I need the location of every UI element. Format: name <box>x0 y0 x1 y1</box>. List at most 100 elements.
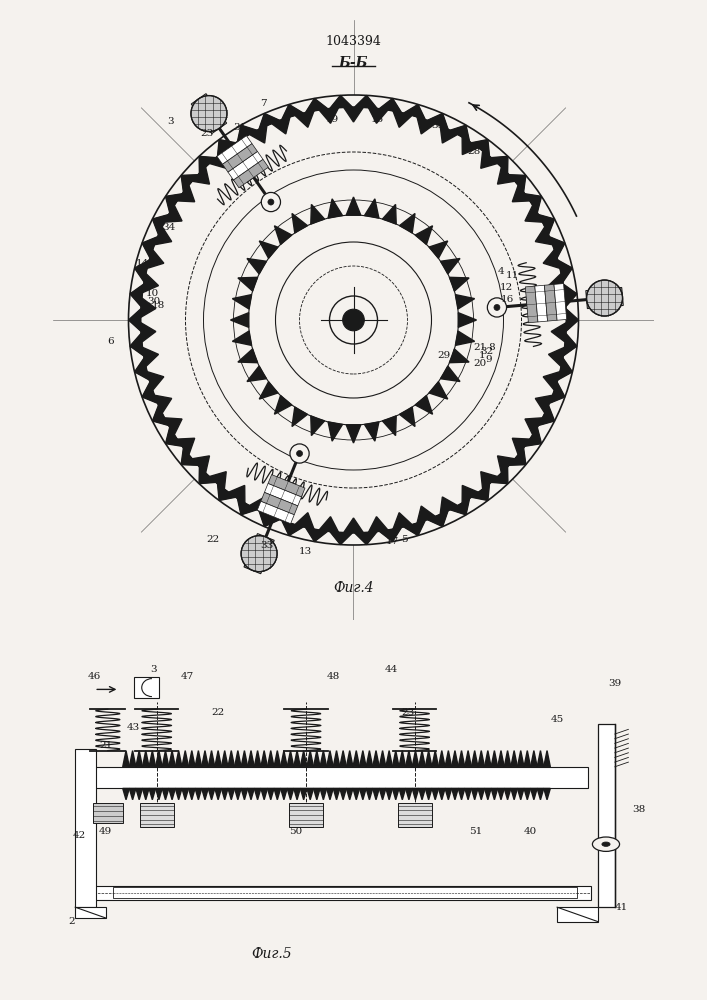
Polygon shape <box>259 113 279 129</box>
Text: 47: 47 <box>180 672 194 681</box>
Polygon shape <box>458 313 477 327</box>
Polygon shape <box>511 751 518 767</box>
Text: 23: 23 <box>401 708 414 717</box>
Polygon shape <box>380 98 402 112</box>
Polygon shape <box>360 751 366 767</box>
Polygon shape <box>93 803 123 823</box>
Polygon shape <box>228 751 235 767</box>
Text: 3: 3 <box>167 117 174 126</box>
Polygon shape <box>134 260 149 282</box>
Polygon shape <box>379 751 386 767</box>
Circle shape <box>234 153 253 172</box>
Polygon shape <box>307 751 313 767</box>
Polygon shape <box>563 334 577 356</box>
Text: 50: 50 <box>289 827 303 836</box>
Text: 44: 44 <box>384 665 397 674</box>
Circle shape <box>233 200 474 440</box>
Polygon shape <box>344 518 363 533</box>
Polygon shape <box>268 475 305 497</box>
Polygon shape <box>261 492 298 515</box>
Text: 18: 18 <box>152 300 165 310</box>
Polygon shape <box>554 284 567 320</box>
Polygon shape <box>228 151 263 180</box>
Polygon shape <box>327 751 333 767</box>
Polygon shape <box>164 205 182 222</box>
Polygon shape <box>264 483 301 506</box>
Polygon shape <box>379 788 386 800</box>
Polygon shape <box>228 485 245 503</box>
Polygon shape <box>484 788 491 800</box>
Text: Фиг.5: Фиг.5 <box>252 947 293 961</box>
Polygon shape <box>412 788 419 800</box>
Polygon shape <box>399 407 415 427</box>
Polygon shape <box>181 448 198 465</box>
Text: 43: 43 <box>127 723 139 732</box>
Polygon shape <box>504 751 511 767</box>
Polygon shape <box>169 751 175 767</box>
Polygon shape <box>292 407 308 427</box>
Text: 51: 51 <box>469 827 482 836</box>
Polygon shape <box>472 140 489 156</box>
Polygon shape <box>450 499 469 515</box>
Polygon shape <box>382 416 396 436</box>
Circle shape <box>279 495 285 501</box>
Polygon shape <box>539 215 554 234</box>
Polygon shape <box>142 382 158 403</box>
Polygon shape <box>498 167 515 184</box>
Circle shape <box>542 300 548 306</box>
Polygon shape <box>524 751 530 767</box>
Polygon shape <box>450 277 469 291</box>
Polygon shape <box>428 113 448 129</box>
Text: 16: 16 <box>501 294 514 304</box>
Polygon shape <box>586 288 624 309</box>
Circle shape <box>272 488 291 508</box>
Polygon shape <box>141 322 156 342</box>
Polygon shape <box>261 788 267 800</box>
Polygon shape <box>525 205 543 222</box>
Polygon shape <box>134 358 149 380</box>
Polygon shape <box>319 108 339 123</box>
Polygon shape <box>491 156 508 173</box>
Polygon shape <box>509 175 526 192</box>
Polygon shape <box>397 803 431 827</box>
Polygon shape <box>123 788 129 800</box>
Polygon shape <box>429 382 448 399</box>
Polygon shape <box>192 456 209 473</box>
Polygon shape <box>412 751 419 767</box>
Circle shape <box>129 95 578 545</box>
Text: 1: 1 <box>479 352 486 360</box>
Polygon shape <box>244 534 274 574</box>
Polygon shape <box>271 117 290 134</box>
Text: 10: 10 <box>146 288 159 298</box>
Polygon shape <box>346 788 353 800</box>
Polygon shape <box>305 98 327 112</box>
Polygon shape <box>238 499 257 515</box>
Polygon shape <box>233 295 252 309</box>
Polygon shape <box>368 108 388 123</box>
Polygon shape <box>177 438 194 455</box>
Text: 11: 11 <box>506 270 519 279</box>
Polygon shape <box>478 788 484 800</box>
Polygon shape <box>504 788 511 800</box>
Polygon shape <box>274 226 292 244</box>
Polygon shape <box>189 788 195 800</box>
Polygon shape <box>481 151 498 168</box>
Polygon shape <box>259 382 278 399</box>
Circle shape <box>592 837 619 851</box>
Polygon shape <box>123 751 129 767</box>
Polygon shape <box>440 258 460 274</box>
Text: 32: 32 <box>480 347 493 356</box>
Polygon shape <box>544 751 550 767</box>
Polygon shape <box>543 372 560 391</box>
Polygon shape <box>551 298 566 318</box>
Polygon shape <box>215 788 221 800</box>
Polygon shape <box>289 803 323 827</box>
Polygon shape <box>558 358 573 380</box>
Polygon shape <box>75 907 106 918</box>
Polygon shape <box>386 788 392 800</box>
Text: 22: 22 <box>211 708 224 717</box>
Circle shape <box>487 298 506 317</box>
Polygon shape <box>393 513 412 529</box>
Polygon shape <box>478 751 484 767</box>
Polygon shape <box>136 751 143 767</box>
